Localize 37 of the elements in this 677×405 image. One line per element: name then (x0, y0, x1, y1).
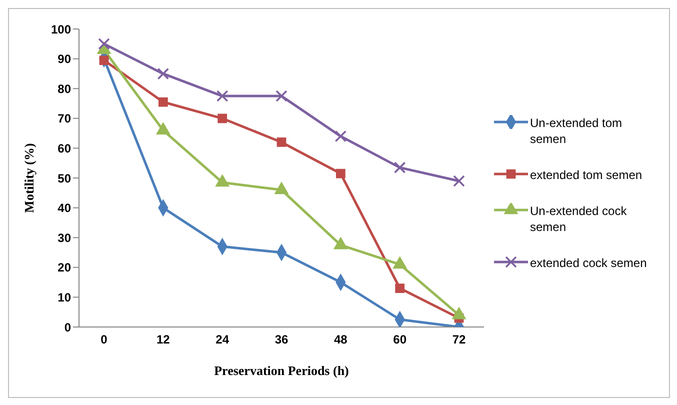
point (334, 130, 347, 142)
point (276, 138, 286, 147)
y-tick-label: 10 (58, 290, 72, 304)
x-tick-label: 12 (156, 332, 170, 347)
point (392, 256, 407, 269)
point (336, 168, 346, 178)
y-tick-label: 30 (58, 230, 72, 245)
y-tick-label: 80 (58, 82, 72, 96)
point (394, 162, 406, 174)
point (158, 97, 168, 107)
y-tick-label: 50 (58, 171, 72, 186)
legend-label: extended cock semen (530, 255, 648, 271)
y-tick-label: 70 (58, 112, 72, 126)
x-axis-title: Preservation Periods (h) (214, 363, 349, 378)
x-tick-label: 72 (452, 332, 466, 347)
x-tick-label: 36 (274, 332, 288, 347)
point (453, 175, 465, 187)
legend-label: Un-extended tom semen (530, 115, 624, 147)
x-tick-label: 0 (100, 332, 108, 347)
y-tick-label: 100 (50, 22, 72, 36)
legend-label: extended tom semen (530, 167, 644, 183)
y-tick-label: 90 (58, 52, 72, 66)
x-tick-label: 24 (216, 332, 230, 347)
y-axis-title: Motility (%) (22, 143, 37, 213)
y-tick-label: 0 (64, 320, 72, 334)
point (157, 68, 170, 80)
point (218, 114, 228, 124)
y-tick-label: 60 (58, 141, 72, 156)
point (216, 90, 228, 102)
x-tick-label: 60 (393, 332, 407, 347)
y-tick-label: 20 (58, 260, 72, 275)
point (276, 90, 288, 102)
point (395, 284, 405, 293)
point (98, 38, 110, 50)
x-tick-label: 48 (334, 332, 348, 347)
legend-label: Un-extended cock semen (530, 203, 628, 235)
y-tick-label: 40 (58, 201, 72, 216)
